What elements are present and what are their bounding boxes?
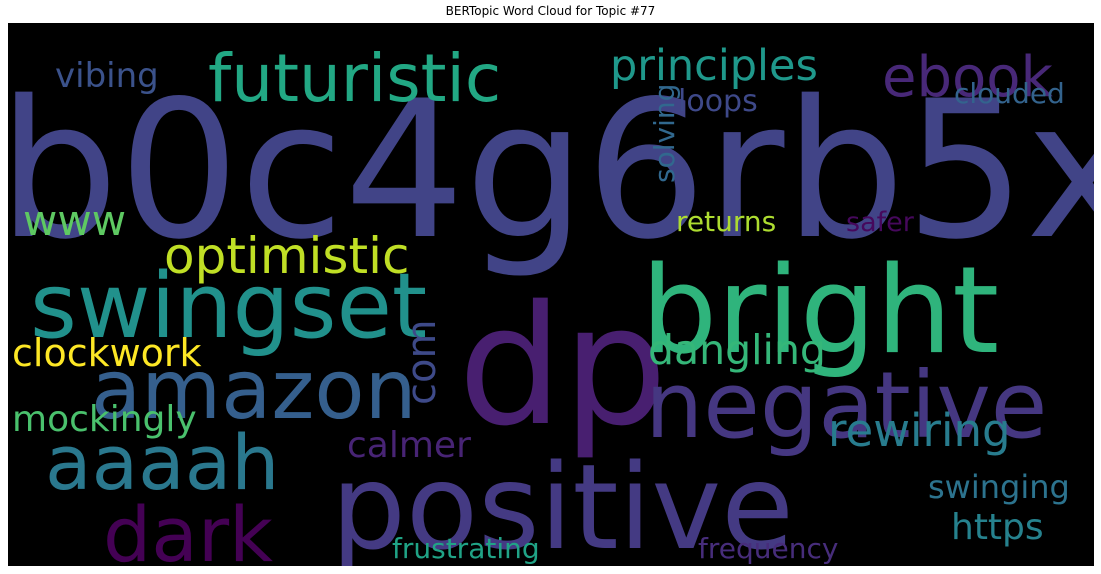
word-dp: dp — [458, 270, 667, 462]
word-rewiring: rewiring — [828, 404, 1011, 457]
word-returns: returns — [676, 205, 776, 238]
word-calmer: calmer — [347, 425, 471, 466]
word-frustrating: frustrating — [392, 532, 540, 565]
word-mockingly: mockingly — [12, 399, 197, 440]
word-swingset: swingset — [30, 254, 427, 359]
word-com: com — [399, 320, 445, 405]
word-aaaah: aaaah — [45, 418, 279, 507]
word-www: www — [23, 196, 126, 245]
word-frequency: frequency — [698, 532, 838, 565]
word-loops: loops — [678, 84, 758, 119]
word-futuristic: futuristic — [208, 40, 501, 117]
word-optimistic: optimistic — [164, 227, 409, 285]
chart-title: BERTopic Word Cloud for Topic #77 — [445, 4, 656, 18]
word-clockwork: clockwork — [12, 331, 202, 375]
word-cloud: b0c4g6rb5x bright dp positive negative swings… — [8, 23, 1094, 566]
word-https: https — [951, 507, 1044, 548]
word-solving: solving — [648, 84, 681, 183]
word-negative: negative — [645, 352, 1047, 459]
word-bright: bright — [641, 242, 999, 381]
word-vibing: vibing — [55, 56, 159, 96]
word-amazon: amazon — [91, 343, 417, 438]
word-dark: dark — [103, 490, 273, 566]
word-clouded: clouded — [954, 77, 1065, 110]
word-positive: positive — [331, 438, 794, 566]
word-swinging: swinging — [928, 468, 1070, 506]
word-safer: safer — [846, 207, 915, 238]
word-principles: principles — [610, 41, 818, 91]
word-ebook: ebook — [882, 45, 1054, 110]
word-dangling: dangling — [648, 326, 826, 374]
word-b0c4g6rb5x: b0c4g6rb5x — [8, 60, 1094, 281]
